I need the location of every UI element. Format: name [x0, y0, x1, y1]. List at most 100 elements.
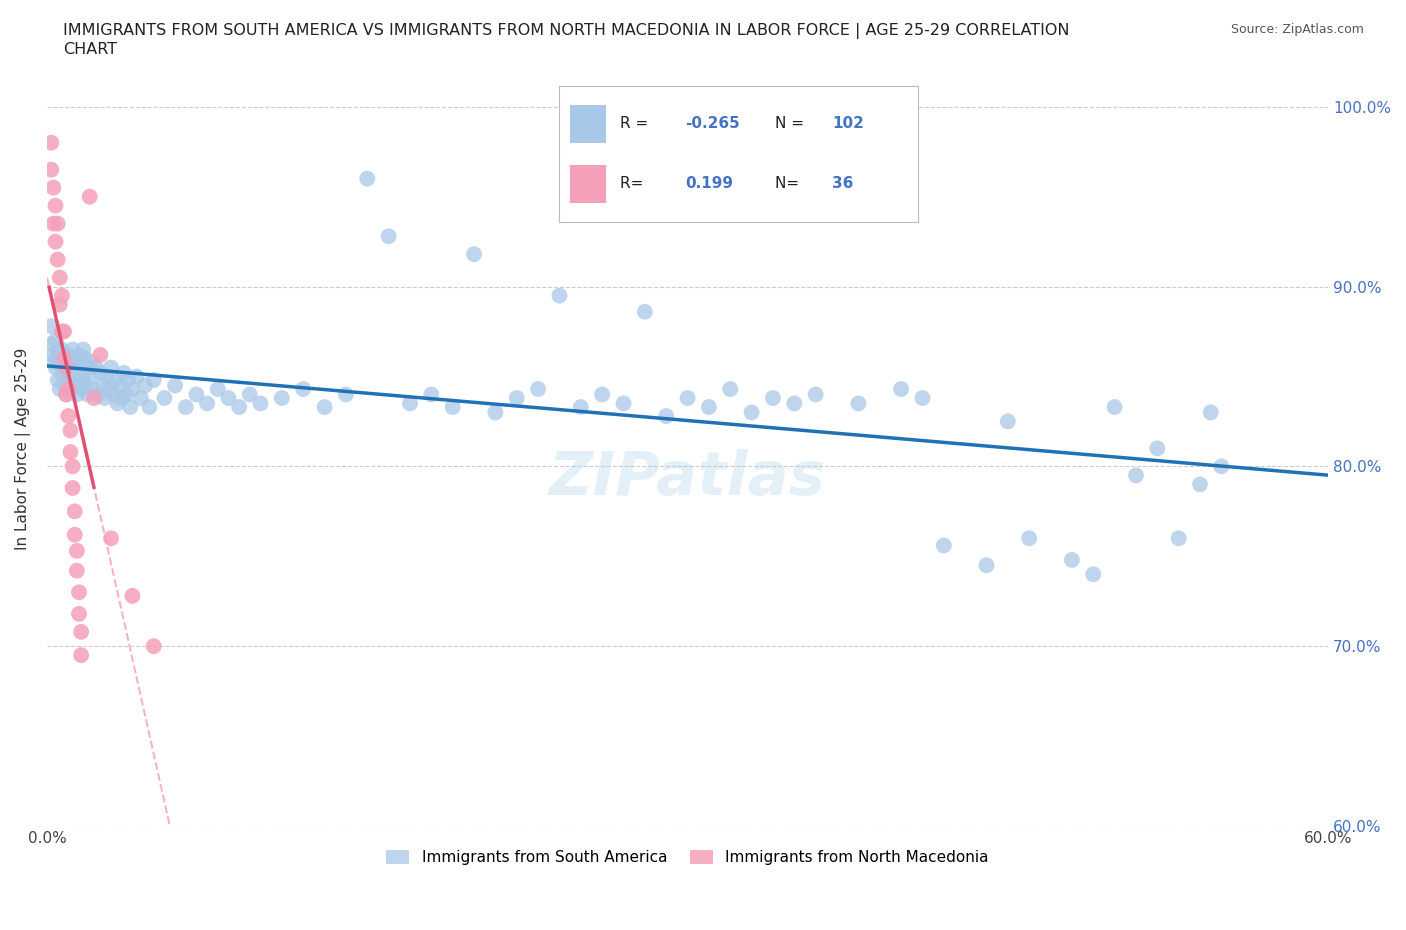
- Point: [111, 391, 134, 405]
- Point: [62, 458, 84, 473]
- Point: [101, 387, 124, 402]
- Point: [58, 408, 80, 423]
- Point: [66, 360, 89, 375]
- Point: [39, 319, 62, 334]
- Point: [51, 288, 73, 303]
- Point: [76, 387, 98, 402]
- Point: [67, 585, 90, 600]
- Point: [121, 589, 143, 604]
- Point: [420, 387, 443, 402]
- Text: IMMIGRANTS FROM SOUTH AMERICA VS IMMIGRANTS FROM NORTH MACEDONIA IN LABOR FORCE : IMMIGRANTS FROM SOUTH AMERICA VS IMMIGRA…: [63, 23, 1070, 39]
- Point: [67, 375, 90, 390]
- Point: [932, 538, 955, 553]
- Point: [96, 369, 118, 384]
- Text: Source: ZipAtlas.com: Source: ZipAtlas.com: [1230, 23, 1364, 36]
- Point: [548, 288, 571, 303]
- Point: [51, 342, 73, 357]
- Point: [70, 624, 93, 639]
- Point: [741, 405, 763, 419]
- Point: [66, 543, 89, 558]
- Point: [527, 381, 550, 396]
- Point: [569, 400, 592, 415]
- Point: [125, 369, 148, 384]
- Point: [51, 367, 73, 382]
- Point: [39, 135, 62, 150]
- Point: [46, 373, 69, 388]
- Point: [848, 396, 870, 411]
- Point: [62, 342, 84, 357]
- Point: [63, 504, 86, 519]
- Point: [80, 354, 103, 369]
- Point: [63, 351, 86, 365]
- Point: [53, 351, 76, 365]
- Point: [63, 378, 86, 392]
- Point: [117, 373, 139, 388]
- Point: [100, 531, 122, 546]
- Point: [79, 369, 101, 384]
- Point: [239, 387, 262, 402]
- Point: [91, 378, 114, 392]
- Point: [97, 381, 120, 396]
- Point: [138, 400, 160, 415]
- Point: [46, 252, 69, 267]
- Point: [59, 354, 82, 369]
- Point: [75, 351, 97, 365]
- Point: [804, 387, 827, 402]
- Point: [890, 381, 912, 396]
- Point: [104, 373, 127, 388]
- Point: [153, 391, 176, 405]
- Point: [42, 180, 65, 195]
- Point: [53, 351, 76, 365]
- Point: [44, 234, 66, 249]
- Point: [66, 387, 89, 402]
- Point: [112, 365, 135, 380]
- Point: [83, 381, 105, 396]
- Point: [1083, 566, 1105, 581]
- Point: [67, 348, 90, 363]
- Point: [44, 360, 66, 375]
- Point: [59, 381, 82, 396]
- Point: [655, 408, 678, 423]
- Point: [53, 324, 76, 339]
- Legend: Immigrants from South America, Immigrants from North Macedonia: Immigrants from South America, Immigrant…: [381, 844, 995, 871]
- Point: [1199, 405, 1222, 419]
- Point: [42, 348, 65, 363]
- Point: [59, 445, 82, 459]
- Point: [72, 342, 94, 357]
- Point: [49, 354, 72, 369]
- Point: [634, 304, 657, 319]
- Point: [115, 387, 138, 402]
- Point: [1104, 400, 1126, 415]
- Point: [100, 360, 122, 375]
- Point: [44, 333, 66, 348]
- Point: [55, 360, 77, 375]
- Point: [70, 381, 93, 396]
- Point: [356, 171, 378, 186]
- Point: [121, 381, 143, 396]
- Point: [165, 378, 187, 392]
- Point: [89, 365, 111, 380]
- Point: [207, 381, 229, 396]
- Point: [762, 391, 785, 405]
- Point: [93, 391, 115, 405]
- Point: [53, 378, 76, 392]
- Point: [42, 216, 65, 231]
- Point: [87, 387, 110, 402]
- Point: [59, 423, 82, 438]
- Point: [83, 391, 105, 405]
- Point: [399, 396, 422, 411]
- Point: [228, 400, 250, 415]
- Point: [49, 297, 72, 312]
- Point: [42, 354, 65, 369]
- Point: [62, 481, 84, 496]
- Point: [377, 229, 399, 244]
- Point: [39, 337, 62, 352]
- Point: [591, 387, 613, 402]
- Point: [249, 396, 271, 411]
- Point: [39, 162, 62, 177]
- Point: [55, 387, 77, 402]
- Point: [441, 400, 464, 415]
- Point: [976, 558, 998, 573]
- Text: CHART: CHART: [63, 42, 117, 57]
- Point: [55, 360, 77, 375]
